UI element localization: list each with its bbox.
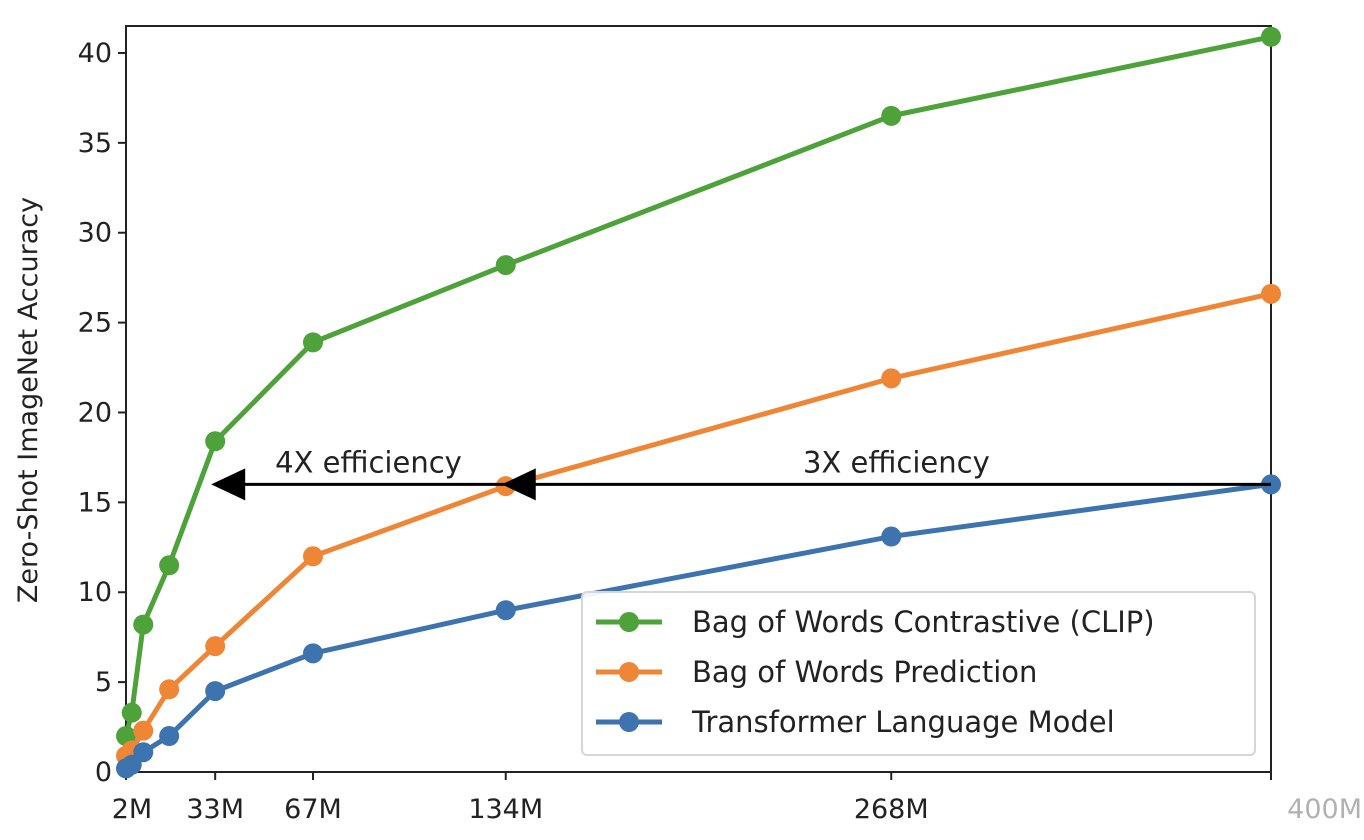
data-point: [159, 679, 180, 700]
y-tick-label: 30: [78, 218, 112, 249]
data-point: [881, 526, 902, 547]
legend-marker: [619, 662, 639, 682]
data-point: [1261, 283, 1281, 304]
data-point: [205, 681, 226, 702]
x-tick-label: 268M: [854, 794, 929, 825]
data-point: [159, 555, 180, 576]
data-point: [159, 726, 180, 747]
x-tick-label: 400M: [1287, 794, 1362, 825]
data-point: [205, 636, 226, 657]
y-tick-label: 35: [78, 128, 112, 159]
data-point: [133, 742, 154, 763]
legend-marker: [619, 612, 639, 632]
x-axis: 2M 33M 67M 134M 268M 400M: [112, 772, 1362, 825]
efficiency-arrow-head: [211, 468, 246, 501]
legend: Bag of Words Contrastive (CLIP) Bag of Wo…: [581, 591, 1256, 756]
data-point: [205, 431, 226, 452]
data-point: [302, 332, 323, 353]
y-tick-label: 15: [78, 487, 112, 518]
legend-label: Bag of Words Prediction: [692, 655, 1037, 689]
y-tick-label: 20: [78, 397, 112, 428]
x-tick-label: 2M: [112, 794, 152, 825]
data-point: [302, 546, 323, 567]
x-tick-label: 33M: [186, 794, 244, 825]
plot-border: [125, 25, 1272, 773]
legend-marker: [619, 712, 639, 732]
y-tick-label: 25: [78, 308, 112, 339]
data-point: [881, 368, 902, 389]
x-tick-label: 67M: [284, 794, 342, 825]
legend-box: [581, 591, 1256, 756]
y-tick-label: 10: [78, 577, 112, 608]
y-axis: 0 5 10 15 20 25 30 35 40: [78, 38, 126, 788]
data-point: [121, 702, 142, 723]
annotation-layer: 4X efficiency 3X efficiency: [211, 445, 1271, 501]
efficiency-annotation: 3X efficiency: [803, 445, 990, 479]
y-axis-label: Zero-Shot ImageNet Accuracy: [13, 197, 44, 603]
series-layer: [116, 26, 1281, 779]
data-point: [881, 105, 902, 126]
y-tick-label: 5: [95, 667, 112, 698]
data-point: [1261, 26, 1281, 47]
data-point: [133, 720, 154, 741]
data-point: [302, 643, 323, 664]
legend-label: Transformer Language Model: [691, 705, 1115, 739]
plot-frame: [125, 25, 1272, 773]
data-point: [495, 255, 516, 276]
series-2: [116, 474, 1281, 779]
legend-label: Bag of Words Contrastive (CLIP): [692, 605, 1155, 639]
data-point: [133, 614, 154, 635]
y-tick-label: 0: [95, 757, 112, 788]
efficiency-annotation: 4X efficiency: [275, 445, 462, 479]
efficiency-arrow-head: [501, 468, 536, 501]
data-point: [495, 600, 516, 621]
x-tick-label: 134M: [468, 794, 543, 825]
y-tick-label: 40: [78, 38, 112, 69]
